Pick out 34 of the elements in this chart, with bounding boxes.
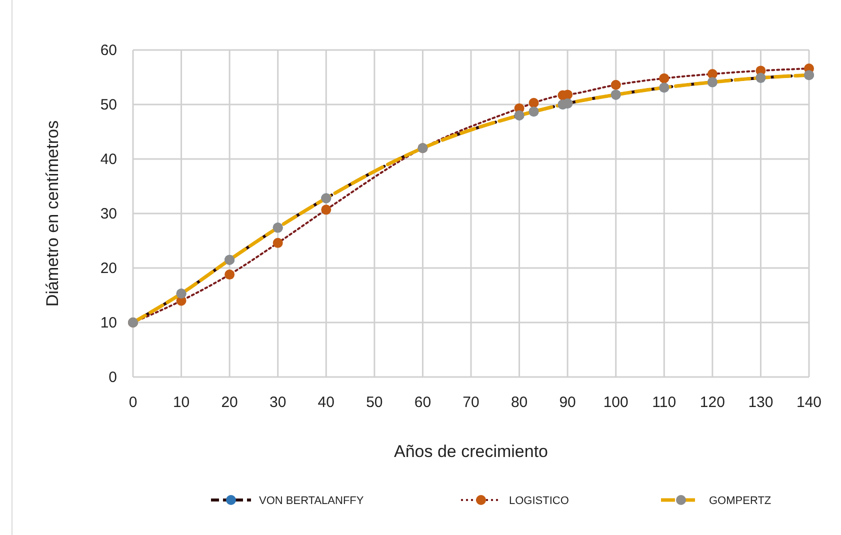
x-tick-label: 50 [366,394,383,411]
x-tick-label: 110 [652,394,676,411]
x-tick-label: 60 [414,394,432,411]
x-tick-label: 130 [748,394,774,411]
x-tick-label: 30 [270,394,286,411]
x-tick-label: 90 [559,394,576,411]
x-tick-label: 120 [700,394,725,411]
x-tick-label: 80 [510,394,528,411]
x-axis-title: Años de crecimiento [394,442,548,461]
point [659,73,670,84]
x-tick-label: 40 [318,394,334,411]
x-tick-label: 100 [603,394,628,411]
point [528,98,539,108]
point [272,238,283,248]
y-tick-label: 0 [108,369,117,386]
x-tick-label: 140 [796,394,822,411]
y-tick-label: 50 [100,96,117,114]
legend-label: LOGISTICO [509,495,570,507]
y-tick-label: 60 [100,42,117,59]
y-axis-title: Diámetro en centímetros [43,120,62,307]
point [224,270,235,280]
legend-label: VON BERTALANFFY [259,495,364,507]
y-tick-label: 10 [100,314,117,332]
legend-label: GOMPERTZ [709,495,772,507]
x-tick-label: 20 [221,394,238,411]
y-tick-label: 40 [100,151,117,168]
y-tick-label: 20 [100,260,117,277]
point [610,80,621,90]
y-tick-label: 30 [100,206,117,222]
x-tick-label: 0 [128,394,138,411]
x-tick-label: 10 [172,394,190,411]
point [707,68,718,79]
x-tick-label: 70 [462,394,480,411]
point [321,204,332,215]
